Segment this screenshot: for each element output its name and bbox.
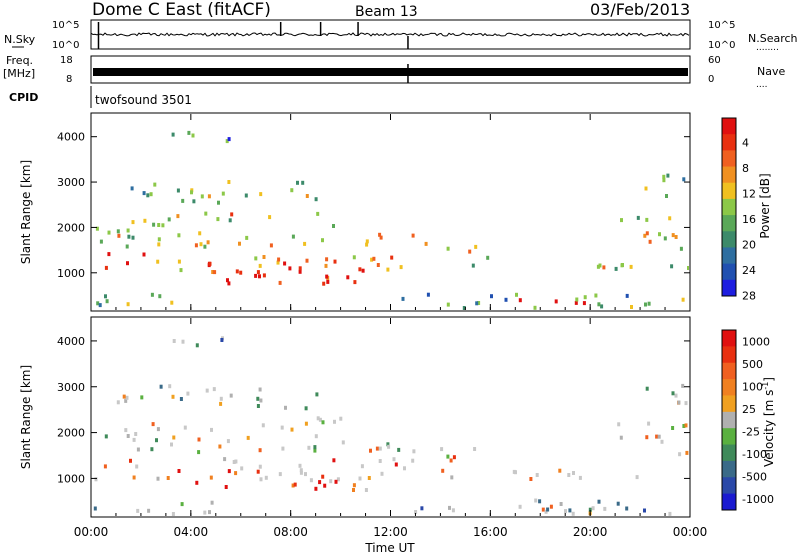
colorbar-tick-label: 100: [742, 380, 763, 393]
colorbar-tick-label: 25: [742, 403, 756, 416]
station-title: Dome C East (fitACF): [92, 0, 271, 20]
time-tick-label: 12:00: [373, 525, 408, 539]
velocity-panel: 1000 2000 3000 4000 Slant Range [km] 1000 50…: [19, 316, 776, 518]
colorbar-tick-label: 20: [742, 238, 756, 251]
freq-panel: Freq. [MHz] 18 8 60 0 Nave ....: [3, 54, 785, 90]
noise-right-tick-top: 10^5: [708, 20, 735, 31]
y-tick-label: 2000: [57, 427, 85, 440]
nsearch-label: N.Search: [748, 32, 798, 45]
nsky-label: N.Sky: [4, 33, 36, 46]
freq-trace: [93, 64, 688, 83]
power-colorbar: 4 8 12 16 20 24 28: [721, 117, 756, 302]
freq-left-tick-bottom: 8: [66, 74, 72, 85]
cpid-text: twofsound 3501: [95, 93, 192, 107]
velocity-colorbar-label: Velocity [m s-1]: [761, 377, 776, 467]
time-axis-title: Time UT: [364, 541, 415, 554]
noise-right-tick-bottom: 10^0: [708, 40, 735, 51]
y-tick-label: 4000: [57, 335, 85, 348]
y-tick-label: 3000: [57, 176, 85, 189]
y-tick-label: 3000: [57, 381, 85, 394]
noise-left-tick-bottom: 10^0: [52, 40, 79, 51]
velocity-y-ticks: 1000 2000 3000 4000: [57, 335, 690, 485]
nave-dots: ....: [756, 80, 767, 90]
date-label: 03/Feb/2013: [590, 0, 690, 19]
freq-unit-label: [MHz]: [3, 67, 35, 80]
power-colorbar-label: Power [dB]: [758, 173, 772, 238]
colorbar-tick-label: -1000: [742, 493, 774, 506]
colorbar-tick-label: -25: [742, 425, 760, 438]
power-ylabel: Slant Range [km]: [19, 160, 33, 264]
power-x-ticks: [90, 114, 691, 310]
colorbar-tick-label: -500: [742, 470, 767, 483]
velocity-ylabel: Slant Range [km]: [19, 365, 33, 469]
power-y-ticks: 1000 2000 3000 4000: [57, 131, 690, 280]
power-heatmap: [95, 130, 689, 310]
y-tick-label: 2000: [57, 221, 85, 234]
colorbar-tick-label: 1000: [742, 335, 770, 348]
velocity-x-ticks: [90, 318, 691, 516]
cpid-label: CPID: [9, 91, 38, 104]
colorbar-tick-label: 28: [742, 289, 756, 302]
noise-trace: [90, 22, 690, 49]
y-tick-label: 1000: [57, 267, 85, 280]
colorbar-tick-label: 500: [742, 358, 763, 371]
colorbar-tick-label: 4: [742, 137, 749, 150]
power-panel: 1000 2000 3000 4000 Slant Range [km] 4 8 12 16…: [19, 112, 772, 312]
colorbar-tick-label: -100: [742, 448, 767, 461]
time-tick-label: 08:00: [273, 525, 308, 539]
colorbar-tick-label: 8: [742, 162, 749, 175]
time-tick-label: 04:00: [174, 525, 209, 539]
velocity-heatmap: [93, 336, 689, 516]
noise-panel: N.Sky 10^5 10^0 10^5 10^0 N.Search .....…: [4, 19, 798, 53]
y-tick-label: 1000: [57, 472, 85, 485]
freq-label: Freq.: [6, 54, 33, 67]
noise-left-tick-top: 10^5: [52, 20, 79, 31]
time-tick-label: 20:00: [573, 525, 608, 539]
colorbar-tick-label: 24: [742, 264, 756, 277]
nsearch-dots: ........: [756, 43, 779, 53]
time-tick-label: 16:00: [473, 525, 508, 539]
time-axis-labels: 00:00 04:00 08:00 12:00 16:00 20:00 00:00: [74, 525, 708, 539]
velocity-colorbar: 1000 500 100 25 -25 -100 -500 -1000: [721, 329, 774, 511]
colorbar-tick-label: 12: [742, 188, 756, 201]
nave-right-tick-top: 60: [708, 55, 721, 66]
beam-label: Beam 13: [355, 4, 418, 20]
time-tick-label: 00:00: [673, 525, 708, 539]
y-tick-label: 4000: [57, 131, 85, 144]
colorbar-tick-label: 16: [742, 213, 756, 226]
freq-left-tick-top: 18: [60, 55, 73, 66]
nave-label: Nave: [757, 65, 785, 78]
time-tick-label: 00:00: [74, 525, 109, 539]
nave-right-tick-bottom: 0: [708, 74, 714, 85]
